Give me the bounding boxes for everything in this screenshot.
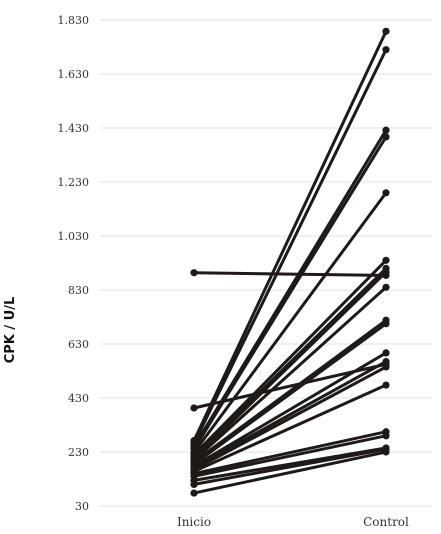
data-point xyxy=(382,381,390,389)
data-point xyxy=(382,363,390,371)
y-tick-label: 1.630 xyxy=(58,68,90,81)
data-point xyxy=(190,269,198,277)
data-point xyxy=(382,46,390,54)
data-point xyxy=(382,448,390,456)
y-tick-label: 630 xyxy=(68,338,89,351)
data-point xyxy=(382,357,390,366)
series-line xyxy=(192,128,388,449)
series-line xyxy=(192,48,388,446)
series-22 xyxy=(190,448,390,497)
y-tick-label: 430 xyxy=(68,392,89,405)
data-point xyxy=(382,320,390,328)
data-point xyxy=(190,489,198,497)
series-layer xyxy=(190,27,390,497)
series-line xyxy=(192,446,388,482)
series-line xyxy=(192,450,388,495)
y-tick-label: 830 xyxy=(68,284,89,297)
x-tick-label: Inicio xyxy=(177,515,211,529)
data-point xyxy=(382,189,390,197)
series-line xyxy=(192,360,388,470)
data-point xyxy=(382,126,390,134)
data-point xyxy=(190,404,198,412)
series-line xyxy=(192,322,388,466)
series-line xyxy=(192,266,388,459)
series-line xyxy=(192,258,388,457)
series-line xyxy=(192,430,388,476)
data-point xyxy=(382,268,390,276)
series-13 xyxy=(190,320,390,468)
data-point xyxy=(190,480,198,488)
series-line xyxy=(192,191,388,455)
series-line xyxy=(192,365,388,472)
series-line xyxy=(192,270,388,461)
y-tick-label: 1.430 xyxy=(58,122,90,135)
series-line xyxy=(192,271,388,277)
y-tick-label: 1.230 xyxy=(58,176,90,189)
series-line xyxy=(192,285,388,462)
y-tick-label: 230 xyxy=(68,446,89,459)
y-tick-label: 1.830 xyxy=(58,14,90,27)
data-point xyxy=(382,27,390,35)
data-point xyxy=(382,133,390,141)
data-point xyxy=(382,349,390,357)
y-axis-title: CPK / U/L xyxy=(3,297,18,364)
series-1 xyxy=(190,269,390,280)
series-10 xyxy=(190,268,390,463)
series-line xyxy=(192,135,388,451)
series-line xyxy=(192,351,388,468)
series-line xyxy=(192,447,388,486)
data-point xyxy=(382,256,390,264)
y-axis-ticks: 30 230 430 630 830 1.030 1.230 1.430 1.630 1.830 xyxy=(58,14,90,513)
y-tick-label: 30 xyxy=(75,500,89,513)
data-point xyxy=(382,283,390,291)
series-line xyxy=(192,318,388,464)
data-point xyxy=(382,432,390,440)
y-tick-label: 1.030 xyxy=(58,230,90,243)
series-line xyxy=(192,434,388,478)
x-tick-label: Control xyxy=(363,515,409,529)
x-axis-ticks: Inicio Control xyxy=(177,515,409,529)
series-line xyxy=(192,383,388,473)
series-line xyxy=(192,29,388,443)
